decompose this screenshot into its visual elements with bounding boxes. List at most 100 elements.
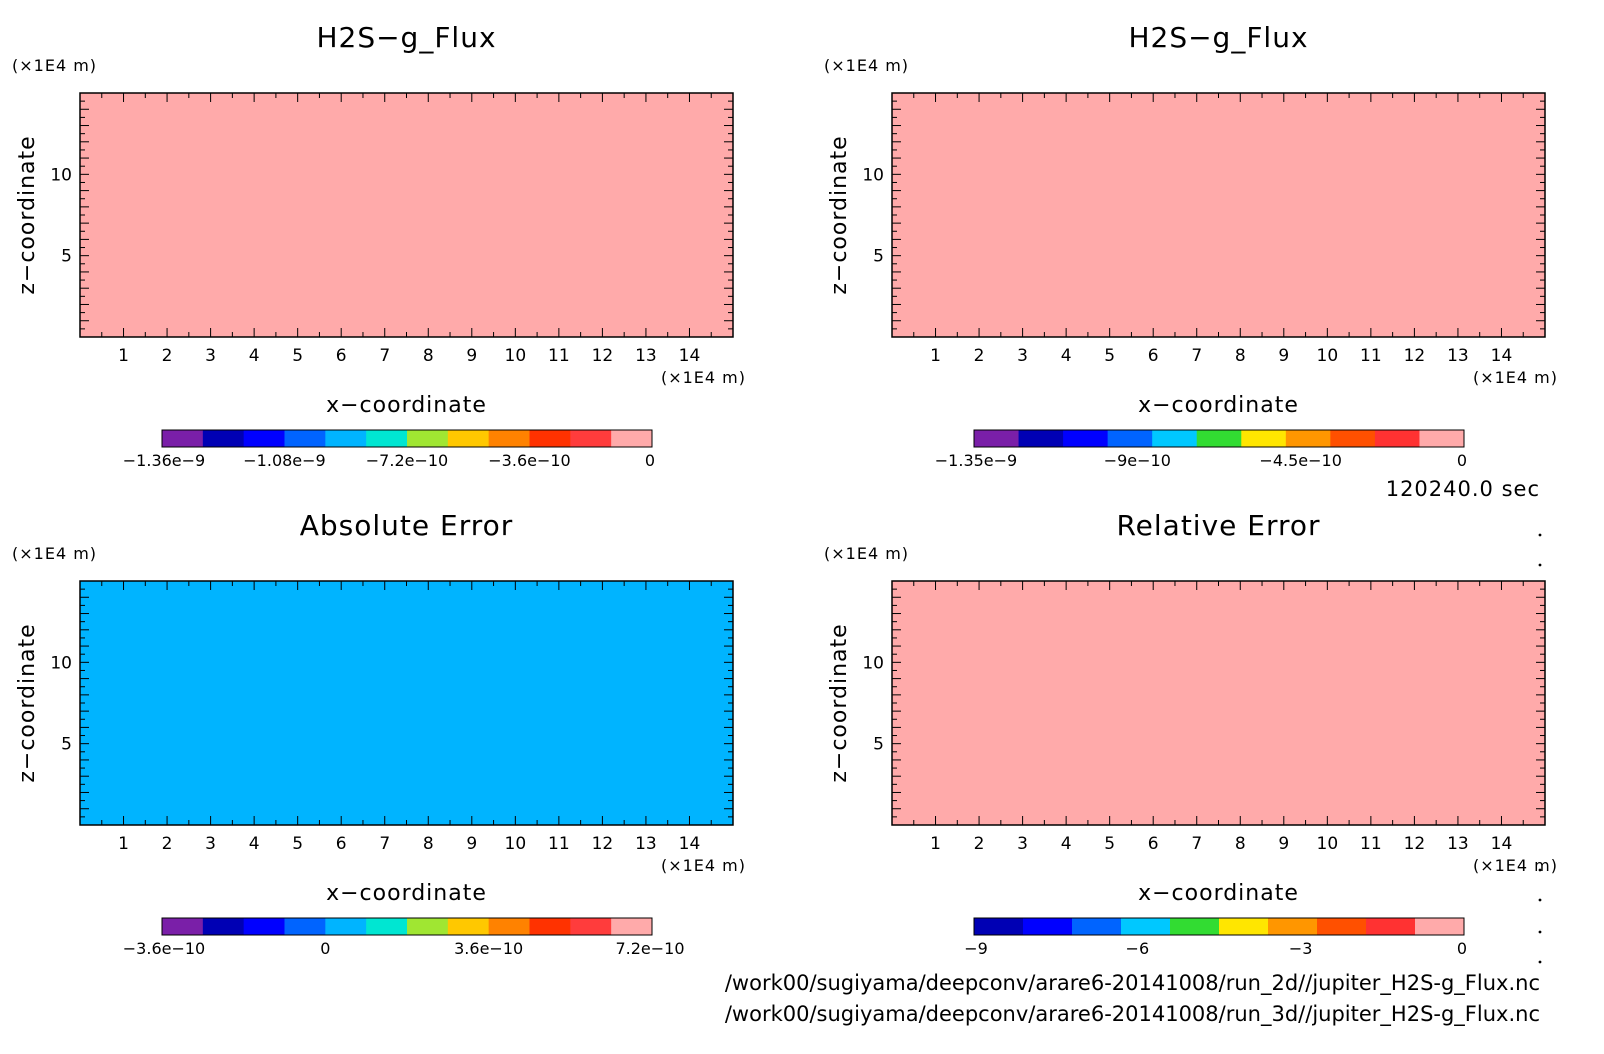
y-axis-title: z−coordinate [827,135,852,294]
colorbar-swatch [1063,430,1109,447]
colorbar-swatch [1415,918,1465,935]
field-area [892,581,1545,825]
x-tick-label: 14 [1491,346,1513,366]
y-tick-label: 5 [873,735,884,755]
x-tick-label: 13 [635,834,657,854]
colorbar-swatch [1285,430,1331,447]
colorbar-swatch [447,430,490,447]
file-path-2: /work00/sugiyama/deepconv/arare6-2014100… [725,1002,1540,1027]
colorbar-swatch [284,430,326,447]
colorbar-swatch [488,918,530,935]
x-tick-label: 14 [679,346,701,366]
edge-dot [1538,563,1542,567]
x-tick-label: 1 [118,834,129,854]
colorbar-swatch [1419,430,1465,447]
x-tick-label: 11 [1360,834,1382,854]
x-tick-label: 12 [1404,834,1426,854]
x-tick-label: 8 [1235,834,1246,854]
colorbar-swatch [529,918,571,935]
x-tick-label: 5 [292,346,303,366]
x-tick-label: 9 [466,346,477,366]
colorbar-tick-label: −9e−10 [1104,451,1171,470]
x-tick-label: 5 [292,834,303,854]
colorbar-tick-label: −1.36e−9 [123,451,205,470]
x-tick-label: 1 [118,346,129,366]
x-tick-label: 11 [548,346,570,366]
colorbar-swatch [1170,918,1220,935]
y-tick-label: 10 [50,653,72,673]
colorbar-frame [161,429,653,448]
x-tick-label: 10 [505,346,527,366]
colorbar-swatch [529,430,571,447]
x-tick-label: 3 [205,834,216,854]
panel-2: H2S−g_Flux(×1E4 m)1 2 3 4 5 6 7 8 9 10 11 12 13 14510… [824,21,1558,470]
y-tick-label: 5 [61,735,72,755]
y-tick-label: 5 [873,247,884,267]
colorbar-swatch [1374,430,1420,447]
x-tick-label: 2 [162,346,173,366]
chart-title: H2S−g_Flux [1128,21,1308,54]
colorbar-swatch [202,430,245,447]
colorbar-tick-label: −3.6e−10 [123,939,205,958]
x-tick-label: 9 [1278,346,1289,366]
x-tick-label: 9 [1278,834,1289,854]
colorbar-swatch [407,918,449,935]
colorbar-tick-label: −1.08e−9 [243,451,325,470]
colorbar-swatch [447,918,490,935]
colorbar-tick-label: 0 [1457,939,1467,958]
x-tick-label: 4 [249,346,260,366]
colorbar-swatch [325,918,367,935]
colorbar-swatch [162,430,204,447]
x-tick-label: 2 [974,834,985,854]
x-tick-label: 4 [249,834,260,854]
time-label: 120240.0 sec [1386,477,1540,501]
x-tick-label: 4 [1061,346,1072,366]
x-axis-title: x−coordinate [1138,881,1299,906]
colorbar-swatch [325,430,367,447]
edge-dot [1538,868,1542,872]
colorbar-swatch [243,918,285,935]
x-unit-label: (×1E4 m) [1473,368,1558,387]
y-axis-title: z−coordinate [15,623,40,782]
colorbar-swatch [1219,918,1269,935]
x-tick-label: 2 [974,346,985,366]
y-unit-label: (×1E4 m) [12,56,97,75]
x-unit-label: (×1E4 m) [661,856,746,875]
chart-title: Absolute Error [300,509,514,542]
colorbar-swatch [611,918,653,935]
x-tick-label: 3 [1017,834,1028,854]
x-tick-label: 12 [592,346,614,366]
field-area [80,581,733,825]
colorbar-tick-label: −3 [1289,939,1313,958]
colorbar-tick-label: −4.5e−10 [1259,451,1341,470]
panel-3: Absolute Error(×1E4 m)1 2 3 4 5 6 7 8 9 10 11 12 13 1… [12,509,746,958]
colorbar-swatch [1268,918,1318,935]
panel-1: H2S−g_Flux(×1E4 m)1 2 3 4 5 6 7 8 9 10 11 12 13 14510… [12,21,746,470]
colorbar-swatch [1196,430,1242,447]
x-tick-label: 6 [336,346,347,366]
x-tick-label: 13 [635,346,657,366]
colorbar-tick-label: −9 [964,939,988,958]
x-tick-label: 8 [423,346,434,366]
x-tick-label: 12 [592,834,614,854]
colorbar-swatch [974,918,1024,935]
file-path-1: /work00/sugiyama/deepconv/arare6-2014100… [725,971,1540,996]
colorbar-swatch [366,430,408,447]
edge-dot [1538,930,1542,934]
x-axis-title: x−coordinate [1138,393,1299,418]
x-tick-label: 11 [548,834,570,854]
x-unit-label: (×1E4 m) [1473,856,1558,875]
field-area [80,93,733,337]
x-tick-label: 9 [466,834,477,854]
x-tick-label: 7 [1191,834,1202,854]
x-unit-label: (×1E4 m) [661,368,746,387]
x-axis-title: x−coordinate [326,393,487,418]
colorbar-swatch [162,918,204,935]
x-tick-label: 7 [379,346,390,366]
colorbar-tick-label: 3.6e−10 [454,939,523,958]
colorbar-tick-label: 7.2e−10 [615,939,684,958]
x-tick-label: 12 [1404,346,1426,366]
colorbar-swatch [974,430,1019,447]
x-tick-label: 8 [423,834,434,854]
x-tick-label: 7 [379,834,390,854]
